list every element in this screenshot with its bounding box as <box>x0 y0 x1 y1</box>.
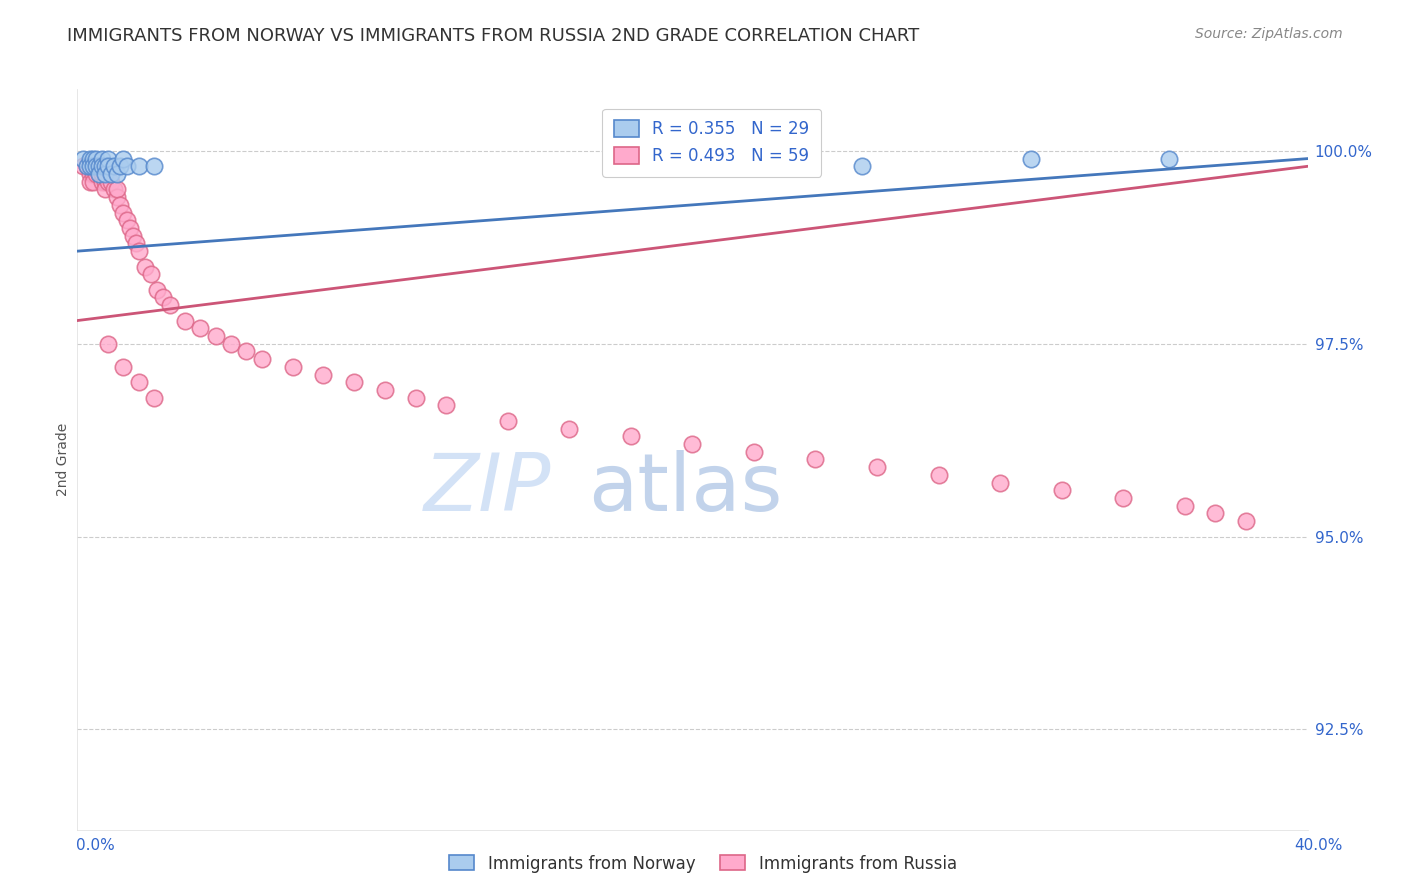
Text: Source: ZipAtlas.com: Source: ZipAtlas.com <box>1195 27 1343 41</box>
Point <box>72 159 94 173</box>
Point <box>110 198 132 212</box>
Point <box>90 152 114 166</box>
Point <box>1019 152 1042 166</box>
Point <box>100 175 122 189</box>
Point <box>76 159 98 173</box>
Point <box>250 352 273 367</box>
Point <box>115 159 138 173</box>
Point <box>159 298 181 312</box>
Point <box>79 159 101 173</box>
Point <box>682 437 704 451</box>
Point <box>235 344 257 359</box>
Point <box>84 167 107 181</box>
Text: atlas: atlas <box>588 450 782 528</box>
Point <box>374 383 396 397</box>
Point <box>804 452 827 467</box>
Point <box>742 444 765 458</box>
Point <box>121 228 143 243</box>
Point <box>174 313 197 327</box>
Point <box>110 159 132 173</box>
Point <box>82 152 104 166</box>
Point <box>312 368 335 382</box>
Point <box>1234 514 1257 528</box>
Point <box>97 175 120 189</box>
Point <box>143 159 166 173</box>
Point <box>405 391 427 405</box>
Point <box>1204 507 1226 521</box>
Point <box>79 152 101 166</box>
Point <box>105 182 128 196</box>
Point <box>219 336 242 351</box>
Point <box>134 260 156 274</box>
Point <box>79 167 101 181</box>
Point <box>1174 499 1197 513</box>
Point <box>105 167 128 181</box>
Point <box>87 167 110 181</box>
Point <box>141 268 163 282</box>
Point <box>436 398 458 412</box>
Point <box>773 152 796 166</box>
Point <box>97 159 120 173</box>
Legend: Immigrants from Norway, Immigrants from Russia: Immigrants from Norway, Immigrants from … <box>443 848 963 880</box>
Point <box>343 376 366 390</box>
Point <box>620 429 643 443</box>
Point <box>103 182 125 196</box>
Y-axis label: 2nd Grade: 2nd Grade <box>56 423 70 496</box>
Point <box>851 159 873 173</box>
Point <box>82 167 104 181</box>
Point <box>112 152 135 166</box>
Point <box>115 213 138 227</box>
Point <box>87 159 110 173</box>
Point <box>152 290 174 304</box>
Point <box>128 159 150 173</box>
Point <box>112 205 135 219</box>
Point <box>146 283 169 297</box>
Point <box>204 329 226 343</box>
Point <box>94 182 117 196</box>
Point <box>988 475 1011 490</box>
Point <box>105 190 128 204</box>
Point <box>128 244 150 259</box>
Text: IMMIGRANTS FROM NORWAY VS IMMIGRANTS FROM RUSSIA 2ND GRADE CORRELATION CHART: IMMIGRANTS FROM NORWAY VS IMMIGRANTS FRO… <box>67 27 920 45</box>
Point <box>143 391 166 405</box>
Point <box>866 460 889 475</box>
Point <box>558 421 581 435</box>
Point <box>84 159 107 173</box>
Text: 0.0%: 0.0% <box>76 838 115 853</box>
Point <box>97 336 120 351</box>
Point <box>94 175 117 189</box>
Point <box>103 159 125 173</box>
Legend: R = 0.355   N = 29, R = 0.493   N = 59: R = 0.355 N = 29, R = 0.493 N = 59 <box>602 109 821 177</box>
Point <box>94 167 117 181</box>
Point <box>928 467 950 482</box>
Point <box>1159 152 1181 166</box>
Point <box>742 152 765 166</box>
Point <box>118 221 141 235</box>
Text: 40.0%: 40.0% <box>1295 838 1343 853</box>
Point <box>1050 483 1073 498</box>
Point <box>112 359 135 374</box>
Point <box>128 376 150 390</box>
Point <box>94 159 117 173</box>
Point <box>90 159 114 173</box>
Point <box>1112 491 1135 505</box>
Point <box>90 175 114 189</box>
Point <box>188 321 212 335</box>
Point <box>90 167 114 181</box>
Point <box>87 167 110 181</box>
Point <box>79 175 101 189</box>
Point <box>82 159 104 173</box>
Point <box>100 167 122 181</box>
Point <box>72 152 94 166</box>
Point <box>82 175 104 189</box>
Point <box>76 159 98 173</box>
Point <box>97 152 120 166</box>
Point <box>496 414 519 428</box>
Text: ZIP: ZIP <box>423 450 551 528</box>
Point <box>125 236 148 251</box>
Point <box>281 359 304 374</box>
Point <box>84 152 107 166</box>
